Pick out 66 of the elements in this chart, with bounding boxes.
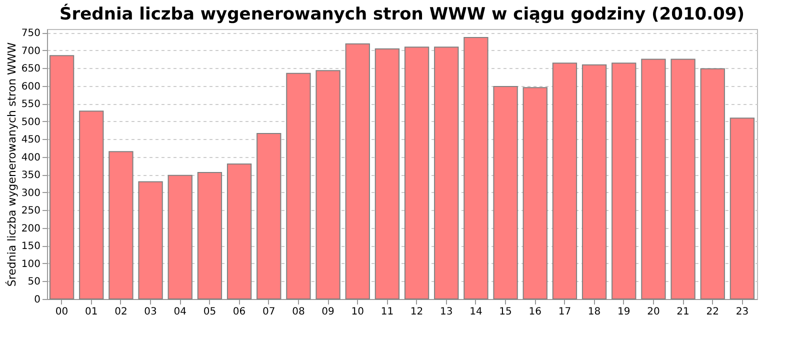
bar: [552, 62, 578, 300]
bar: [641, 58, 666, 300]
bar: [108, 151, 134, 300]
x-tick-label: 18: [588, 306, 601, 318]
chart-title: Średnia liczba wygenerowanych stron WWW w ciągu godziny (2010.09): [60, 4, 744, 25]
x-tick-label: 05: [203, 306, 216, 318]
bar: [168, 174, 192, 300]
x-tick-label: 14: [470, 306, 482, 318]
y-tick-label: 250: [21, 206, 40, 217]
y-tick-label: 200: [21, 223, 40, 234]
bar: [138, 181, 163, 300]
bar: [582, 64, 607, 300]
x-tick-label: 04: [174, 306, 186, 318]
bar: [49, 55, 74, 300]
x-tick-label: 09: [322, 306, 334, 318]
y-tick-label: 550: [21, 99, 40, 110]
y-tick-label: 50: [28, 276, 40, 288]
x-tick-label: 19: [618, 306, 630, 318]
y-tick-label: 650: [21, 64, 40, 75]
x-tick-label: 00: [55, 306, 68, 318]
x-tick-label: 17: [558, 306, 572, 318]
bar: [404, 46, 430, 300]
bar: [226, 164, 252, 300]
bar: [374, 48, 400, 300]
y-tick-label: 300: [21, 188, 40, 199]
x-tick-label: 08: [292, 306, 305, 318]
x-tick-label: 22: [706, 306, 719, 318]
y-tick-label: 450: [21, 134, 40, 146]
bar: [464, 37, 488, 300]
x-tick-label: 20: [647, 306, 660, 318]
y-tick-label: 150: [21, 241, 40, 252]
y-tick-label: 350: [21, 170, 40, 182]
bar: [670, 58, 696, 300]
x-tick-label: 03: [144, 306, 157, 318]
bar: [256, 132, 282, 300]
bar: [286, 72, 311, 300]
y-tick-label: 600: [21, 81, 40, 92]
bar: [316, 70, 340, 300]
bar: [522, 87, 548, 300]
x-tick-label: 10: [351, 306, 364, 318]
bar: [79, 110, 104, 300]
bar: [700, 68, 725, 300]
x-tick-label: 13: [440, 306, 453, 318]
y-tick-label: 500: [21, 116, 40, 128]
y-tick-label: 700: [21, 46, 40, 57]
bar: [434, 46, 459, 300]
bar: [197, 172, 222, 300]
y-tick-label: 0: [34, 294, 40, 306]
y-tick-label: 100: [21, 258, 40, 270]
bar: [345, 43, 370, 300]
x-tick-label: 01: [85, 306, 98, 318]
x-tick-label: 21: [676, 306, 690, 318]
y-axis-title: Średnia liczba wygenerowanych stron WWW: [4, 42, 18, 287]
bar: [493, 86, 518, 300]
x-tick-label: 16: [528, 306, 542, 318]
y-tick-label: 750: [21, 28, 40, 40]
x-tick-label: 15: [499, 306, 512, 318]
x-tick-label: 12: [410, 306, 424, 318]
x-tick-label: 07: [262, 306, 276, 318]
x-tick-label: 02: [114, 306, 128, 318]
x-tick-label: 11: [380, 306, 394, 318]
bar: [730, 118, 755, 300]
y-tick-label: 400: [21, 152, 40, 164]
bar: [612, 62, 636, 300]
x-tick-label: 23: [736, 306, 749, 318]
x-tick-label: 06: [232, 306, 246, 318]
